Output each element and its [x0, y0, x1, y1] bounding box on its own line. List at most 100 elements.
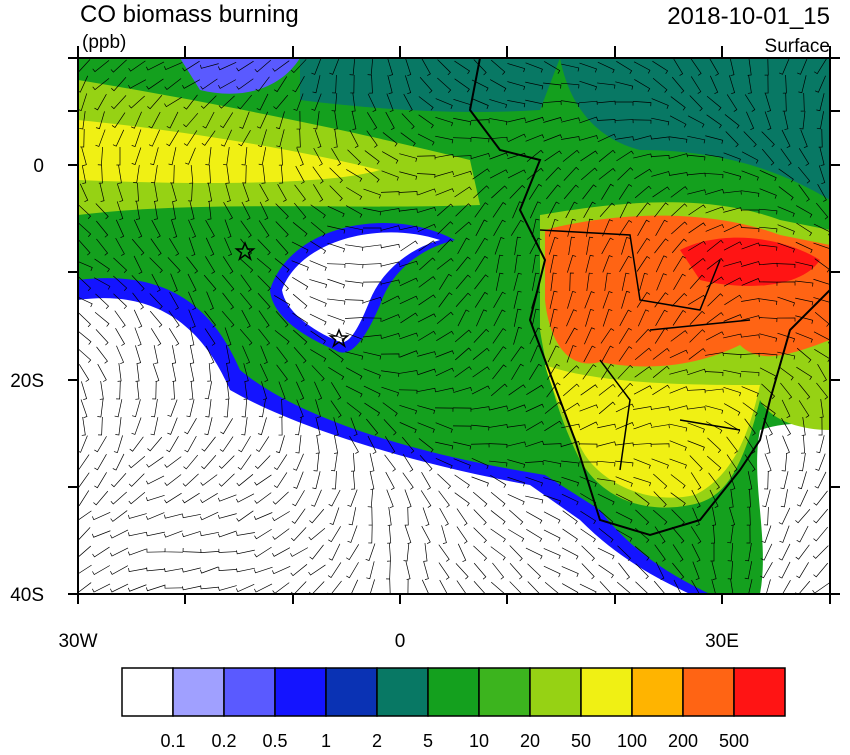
wind-barb: [531, 308, 540, 327]
wind-barb: [507, 404, 527, 412]
wind-barb: [363, 207, 382, 216]
wind-barb: [381, 386, 399, 397]
wind-barb: [507, 441, 526, 447]
wind-barb: [616, 150, 634, 162]
wind-barb: [255, 76, 270, 92]
wind-barb: [200, 585, 219, 590]
wind-barb: [710, 542, 715, 562]
wind-barb: [363, 188, 381, 199]
wind-barb: [782, 435, 790, 455]
colorbar-label: 0.5: [262, 731, 287, 750]
wind-barb: [254, 528, 272, 540]
wind-barb: [80, 128, 85, 148]
wind-barb: [417, 133, 435, 146]
wind-barb: [671, 221, 688, 235]
wind-barb: [491, 185, 508, 199]
wind-barb: [741, 190, 760, 197]
wind-barb: [474, 274, 489, 290]
wind-barb: [706, 96, 722, 111]
wind-barb: [530, 345, 542, 363]
wind-barb: [525, 99, 544, 108]
wind-barb: [133, 219, 143, 239]
wind-barb: [237, 94, 253, 110]
wind-barb: [690, 58, 702, 76]
wind-barb: [507, 424, 526, 429]
wind-barb: [182, 567, 201, 573]
wind-barb: [333, 417, 339, 436]
wind-barb: [292, 312, 309, 327]
wind-barb: [146, 531, 165, 537]
colorbar-swatch: [325, 667, 378, 717]
wind-barb: [528, 363, 542, 380]
wind-barb: [96, 346, 108, 364]
wind-barb: [385, 111, 395, 130]
wind-barb: [313, 147, 323, 166]
wind-barb: [399, 295, 418, 305]
wind-barb: [636, 291, 651, 308]
wind-barb: [531, 218, 540, 237]
wind-barb: [765, 93, 772, 112]
wind-barb: [549, 308, 558, 327]
wind-barb: [333, 129, 338, 148]
wind-barb: [272, 547, 291, 557]
wind-barb: [818, 416, 823, 436]
wind-barb: [652, 348, 670, 360]
wind-barb: [798, 148, 810, 166]
wind-barb: [201, 436, 216, 452]
wind-barb: [525, 440, 545, 448]
wind-barb: [688, 240, 706, 251]
field-band: [282, 232, 440, 343]
wind-barb: [218, 513, 237, 519]
map-area: [78, 58, 830, 594]
wind-barb: [729, 507, 736, 526]
wind-barb: [456, 580, 467, 594]
wind-barb: [759, 367, 777, 380]
wind-barb: [78, 296, 93, 308]
wind-barb: [364, 150, 380, 165]
wind-barb: [473, 562, 487, 580]
wind-barb: [779, 525, 790, 543]
wind-barb: [474, 255, 489, 272]
wind-barb: [254, 492, 272, 504]
wind-barb: [367, 58, 374, 76]
wind-barb: [525, 547, 543, 560]
wind-barb: [225, 183, 231, 202]
wind-barb: [327, 242, 346, 253]
wind-barb: [236, 493, 255, 503]
wind-barb: [600, 363, 615, 380]
wind-barb: [423, 561, 429, 580]
wind-barb: [182, 473, 199, 487]
wind-barb: [362, 281, 382, 286]
wind-barb: [351, 471, 356, 490]
wind-barb: [452, 407, 472, 412]
wind-barb: [344, 317, 364, 322]
wind-barb: [565, 327, 578, 345]
wind-barb: [514, 254, 521, 273]
wind-barb: [687, 172, 706, 177]
wind-barb: [797, 471, 807, 490]
wind-barb: [331, 453, 338, 472]
wind-barb: [257, 293, 271, 310]
wind-barb: [168, 310, 180, 328]
wind-barb: [596, 119, 616, 124]
wind-barb: [760, 402, 776, 417]
wind-barb: [490, 383, 508, 397]
wind-barb: [670, 186, 688, 198]
wind-barb: [814, 75, 826, 93]
wind-barb: [242, 345, 251, 365]
wind-barb: [257, 417, 267, 436]
wind-barb: [99, 183, 105, 202]
wind-barb: [417, 223, 437, 232]
wind-barb: [581, 545, 595, 562]
wind-barb: [350, 74, 355, 94]
wind-barb: [744, 418, 756, 436]
wind-barb: [95, 329, 109, 346]
wind-barb: [561, 117, 580, 123]
wind-barb: [507, 133, 526, 143]
wind-barb: [453, 117, 472, 126]
wind-barb: [689, 310, 705, 325]
wind-barbs: [78, 58, 830, 594]
wind-barb: [687, 135, 706, 144]
wind-barb: [654, 526, 666, 544]
